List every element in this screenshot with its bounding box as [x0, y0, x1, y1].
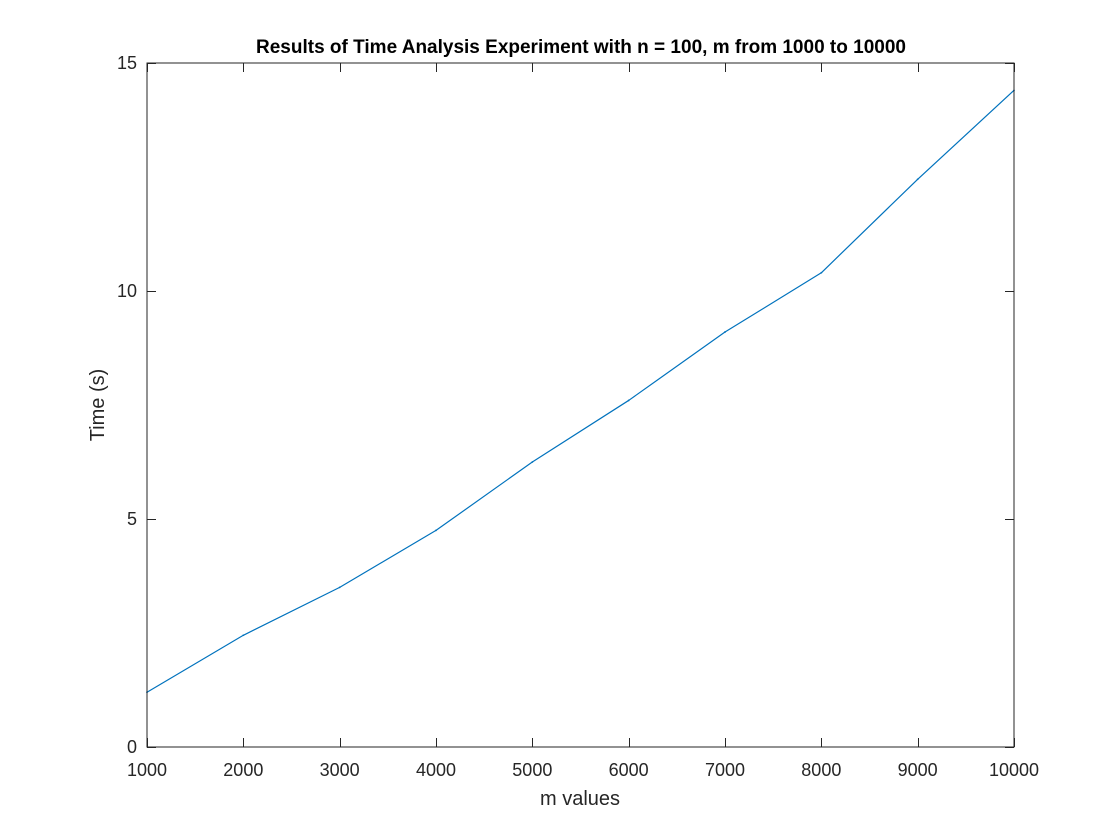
data-point	[724, 331, 726, 333]
data-point	[916, 178, 919, 181]
y-tick-label: 10	[117, 281, 137, 301]
data-point	[627, 399, 630, 402]
y-tick-label: 0	[127, 737, 137, 757]
y-tick-label: 15	[117, 53, 137, 73]
ticks: 1000 2000 3000 4000 5000 6000 7000 8000 9000 1000…	[117, 53, 1039, 780]
data-point	[338, 586, 341, 589]
x-tick-label: 8000	[801, 760, 841, 780]
chart-title: Results of Time Analysis Experiment with…	[256, 37, 906, 58]
y-axis-label: Time (s)	[87, 369, 109, 442]
data-point	[820, 271, 823, 274]
x-axis-label: m values	[540, 788, 620, 810]
x-tick-label: 6000	[609, 760, 649, 780]
series-line	[146, 89, 1015, 693]
data-point	[242, 634, 245, 637]
data-point	[531, 461, 534, 463]
axes	[146, 62, 1015, 748]
x-tick-label: 5000	[512, 760, 552, 780]
x-tick-label: 7000	[705, 760, 745, 780]
y-tick-label: 5	[127, 509, 137, 529]
x-tick-label: 10000	[989, 760, 1039, 780]
x-tick-label: 9000	[898, 760, 938, 780]
x-tick-label: 2000	[223, 760, 263, 780]
x-tick-label: 3000	[320, 760, 360, 780]
axes-box	[146, 62, 1015, 748]
data-point	[435, 529, 437, 532]
plot-area	[146, 89, 1015, 694]
x-tick-label: 4000	[416, 760, 456, 780]
x-tick-label: 1000	[127, 760, 167, 780]
